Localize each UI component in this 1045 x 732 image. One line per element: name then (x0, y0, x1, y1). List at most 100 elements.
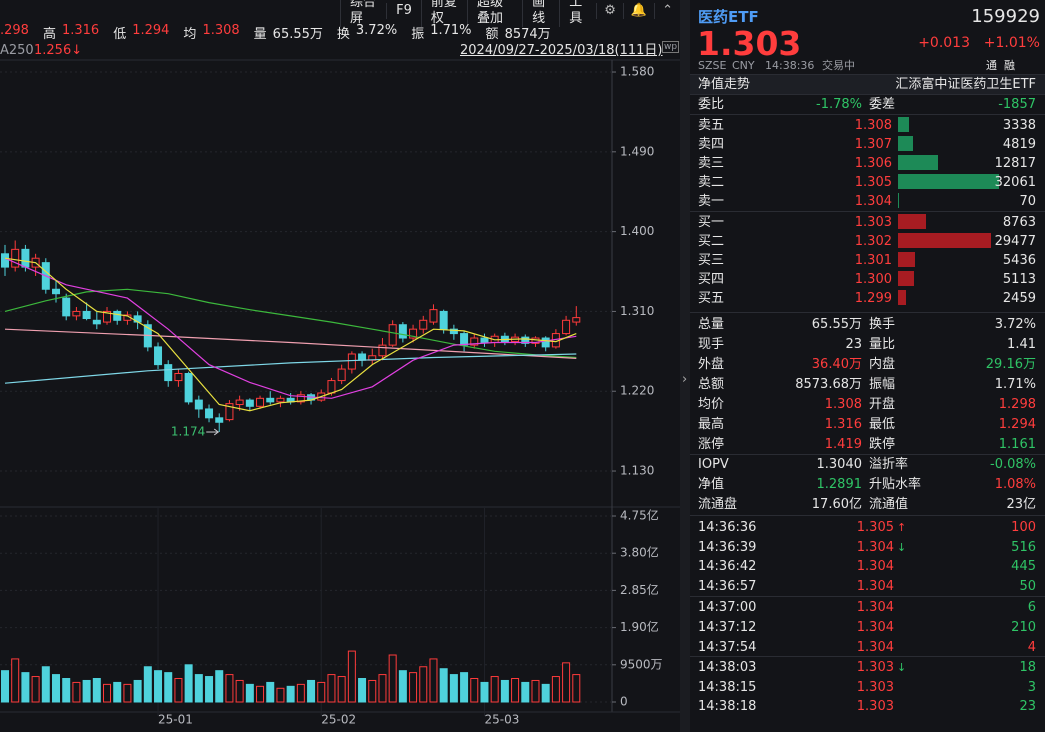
stat-value: 29.16万 (985, 356, 1036, 372)
candle-body (409, 328, 418, 339)
book-bar (898, 233, 991, 248)
trade-price: 1.304 (856, 639, 894, 655)
collapse-strip[interactable]: › (680, 0, 690, 732)
stat-value: 36.40万 (811, 356, 862, 372)
trade-time: 14:37:00 (698, 599, 757, 615)
volume-bar (551, 676, 560, 703)
toolbar-button[interactable]: 超级叠加 (466, 0, 522, 27)
candle-body (164, 364, 173, 382)
trade-volume: 4 (1027, 639, 1036, 655)
candle-body (174, 372, 183, 382)
stat-value: 8573.68万 (795, 376, 862, 392)
stat-value: 3.72% (994, 316, 1036, 332)
book-price: 1.299 (854, 290, 892, 306)
toolbar-button[interactable]: F9 (386, 3, 421, 19)
candle-body (0, 253, 9, 268)
stat-label: 振幅 (869, 376, 896, 392)
candle-body (470, 337, 479, 346)
collapse-arrow[interactable]: › (682, 372, 688, 387)
book-label: 卖五 (698, 117, 725, 133)
volume-bar (572, 674, 581, 703)
toolbar-button[interactable]: 综合屏 (340, 0, 386, 27)
toolbar-button[interactable]: 画线 (522, 0, 559, 27)
volume-tick-label: 0 (620, 694, 628, 708)
book-price: 1.302 (854, 233, 892, 249)
trade-volume: 50 (1019, 578, 1036, 594)
candle-body (419, 319, 428, 330)
book-volume: 3338 (1002, 117, 1036, 133)
ma-line: A250 1.256↓ 2024/09/27-2025/03/18(111日) … (0, 41, 680, 59)
toolbar-icon[interactable]: ⚙ (596, 3, 623, 19)
volume-bar (307, 679, 316, 703)
book-price: 1.301 (854, 252, 892, 268)
trade-price: 1.303 (856, 659, 894, 675)
trade-volume: 6 (1027, 599, 1036, 615)
x-tick-label: 25-01 (158, 713, 193, 727)
candle-body (327, 380, 336, 394)
tab[interactable]: 净值走势 (698, 76, 751, 92)
volume-bar (460, 672, 469, 703)
toolbar-button[interactable]: 工具 (559, 0, 596, 27)
candle-body (460, 333, 469, 346)
last-price: 1.303 (697, 23, 802, 63)
info-label: 振 (411, 27, 425, 42)
badge[interactable]: 融 (1004, 58, 1015, 72)
book-bar (898, 271, 915, 286)
candle-body (347, 353, 356, 370)
nav-label: 流通值 (869, 496, 909, 512)
trade-price: 1.304 (856, 619, 894, 635)
info-line: .298 高 1.316 低 1.294 均 1.308 量 65.55万换 3.72% 振 1.71… (0, 23, 551, 42)
trade-time: 14:38:15 (698, 679, 757, 695)
volume-bar (92, 678, 101, 703)
nav-label: 溢折率 (869, 456, 909, 472)
volume-bar (215, 670, 224, 703)
toolbar-icon[interactable]: 🔔 (622, 3, 654, 19)
toolbar-icon[interactable]: ⌃ (654, 3, 680, 19)
book-bar (898, 136, 914, 151)
security-code: 159929 (971, 6, 1040, 27)
trade-price: 1.304 (856, 599, 894, 615)
trade-time: 14:36:36 (698, 519, 757, 535)
book-volume: 70 (1019, 193, 1036, 209)
volume-bar (256, 685, 265, 703)
trade-arrow: ↓ (897, 540, 907, 554)
volume-bar (235, 679, 244, 703)
badge[interactable]: 通 (986, 58, 997, 72)
trade-time: 14:37:54 (698, 639, 757, 655)
date-range[interactable]: 2024/09/27-2025/03/18(111日) (460, 43, 663, 58)
info-label: 低 (113, 27, 127, 42)
nav-value: 1.3040 (816, 456, 863, 472)
stat-label: 外盘 (698, 356, 725, 372)
candle-body (11, 248, 20, 268)
trade-volume: 18 (1019, 659, 1036, 675)
toolbar-button[interactable]: 前复权 (420, 0, 467, 27)
stat-value: 1.298 (998, 396, 1036, 412)
volume-bar (490, 676, 499, 703)
security-name: 医药ETF (698, 7, 759, 26)
wp-icon[interactable]: wp (662, 41, 680, 53)
y-tick-label: 1.130 (620, 464, 654, 478)
candle-body (184, 372, 193, 403)
volume-bar (500, 679, 509, 703)
stat-label: 最低 (869, 416, 896, 432)
stat-value: 1.41 (1007, 336, 1036, 352)
volume-tick-label: 2.85亿 (620, 582, 659, 597)
volume-bar (11, 658, 20, 703)
volume-bar (562, 662, 571, 703)
trade-volume: 23 (1019, 698, 1036, 714)
volume-bar (133, 679, 142, 703)
y-tick-label: 1.220 (620, 384, 654, 398)
trade-volume: 210 (1011, 619, 1036, 635)
book-bar (898, 174, 999, 189)
trade-volume: 516 (1011, 539, 1036, 555)
volume-bar (398, 670, 407, 703)
stat-label: 换手 (869, 316, 896, 332)
stat-value: 1.161 (998, 436, 1036, 452)
candle-body (449, 328, 458, 335)
book-bar (898, 252, 916, 267)
info-value: 1.308 (202, 23, 240, 38)
candle-body (439, 310, 448, 330)
candle-body (92, 319, 101, 325)
book-volume: 5113 (1002, 271, 1036, 287)
